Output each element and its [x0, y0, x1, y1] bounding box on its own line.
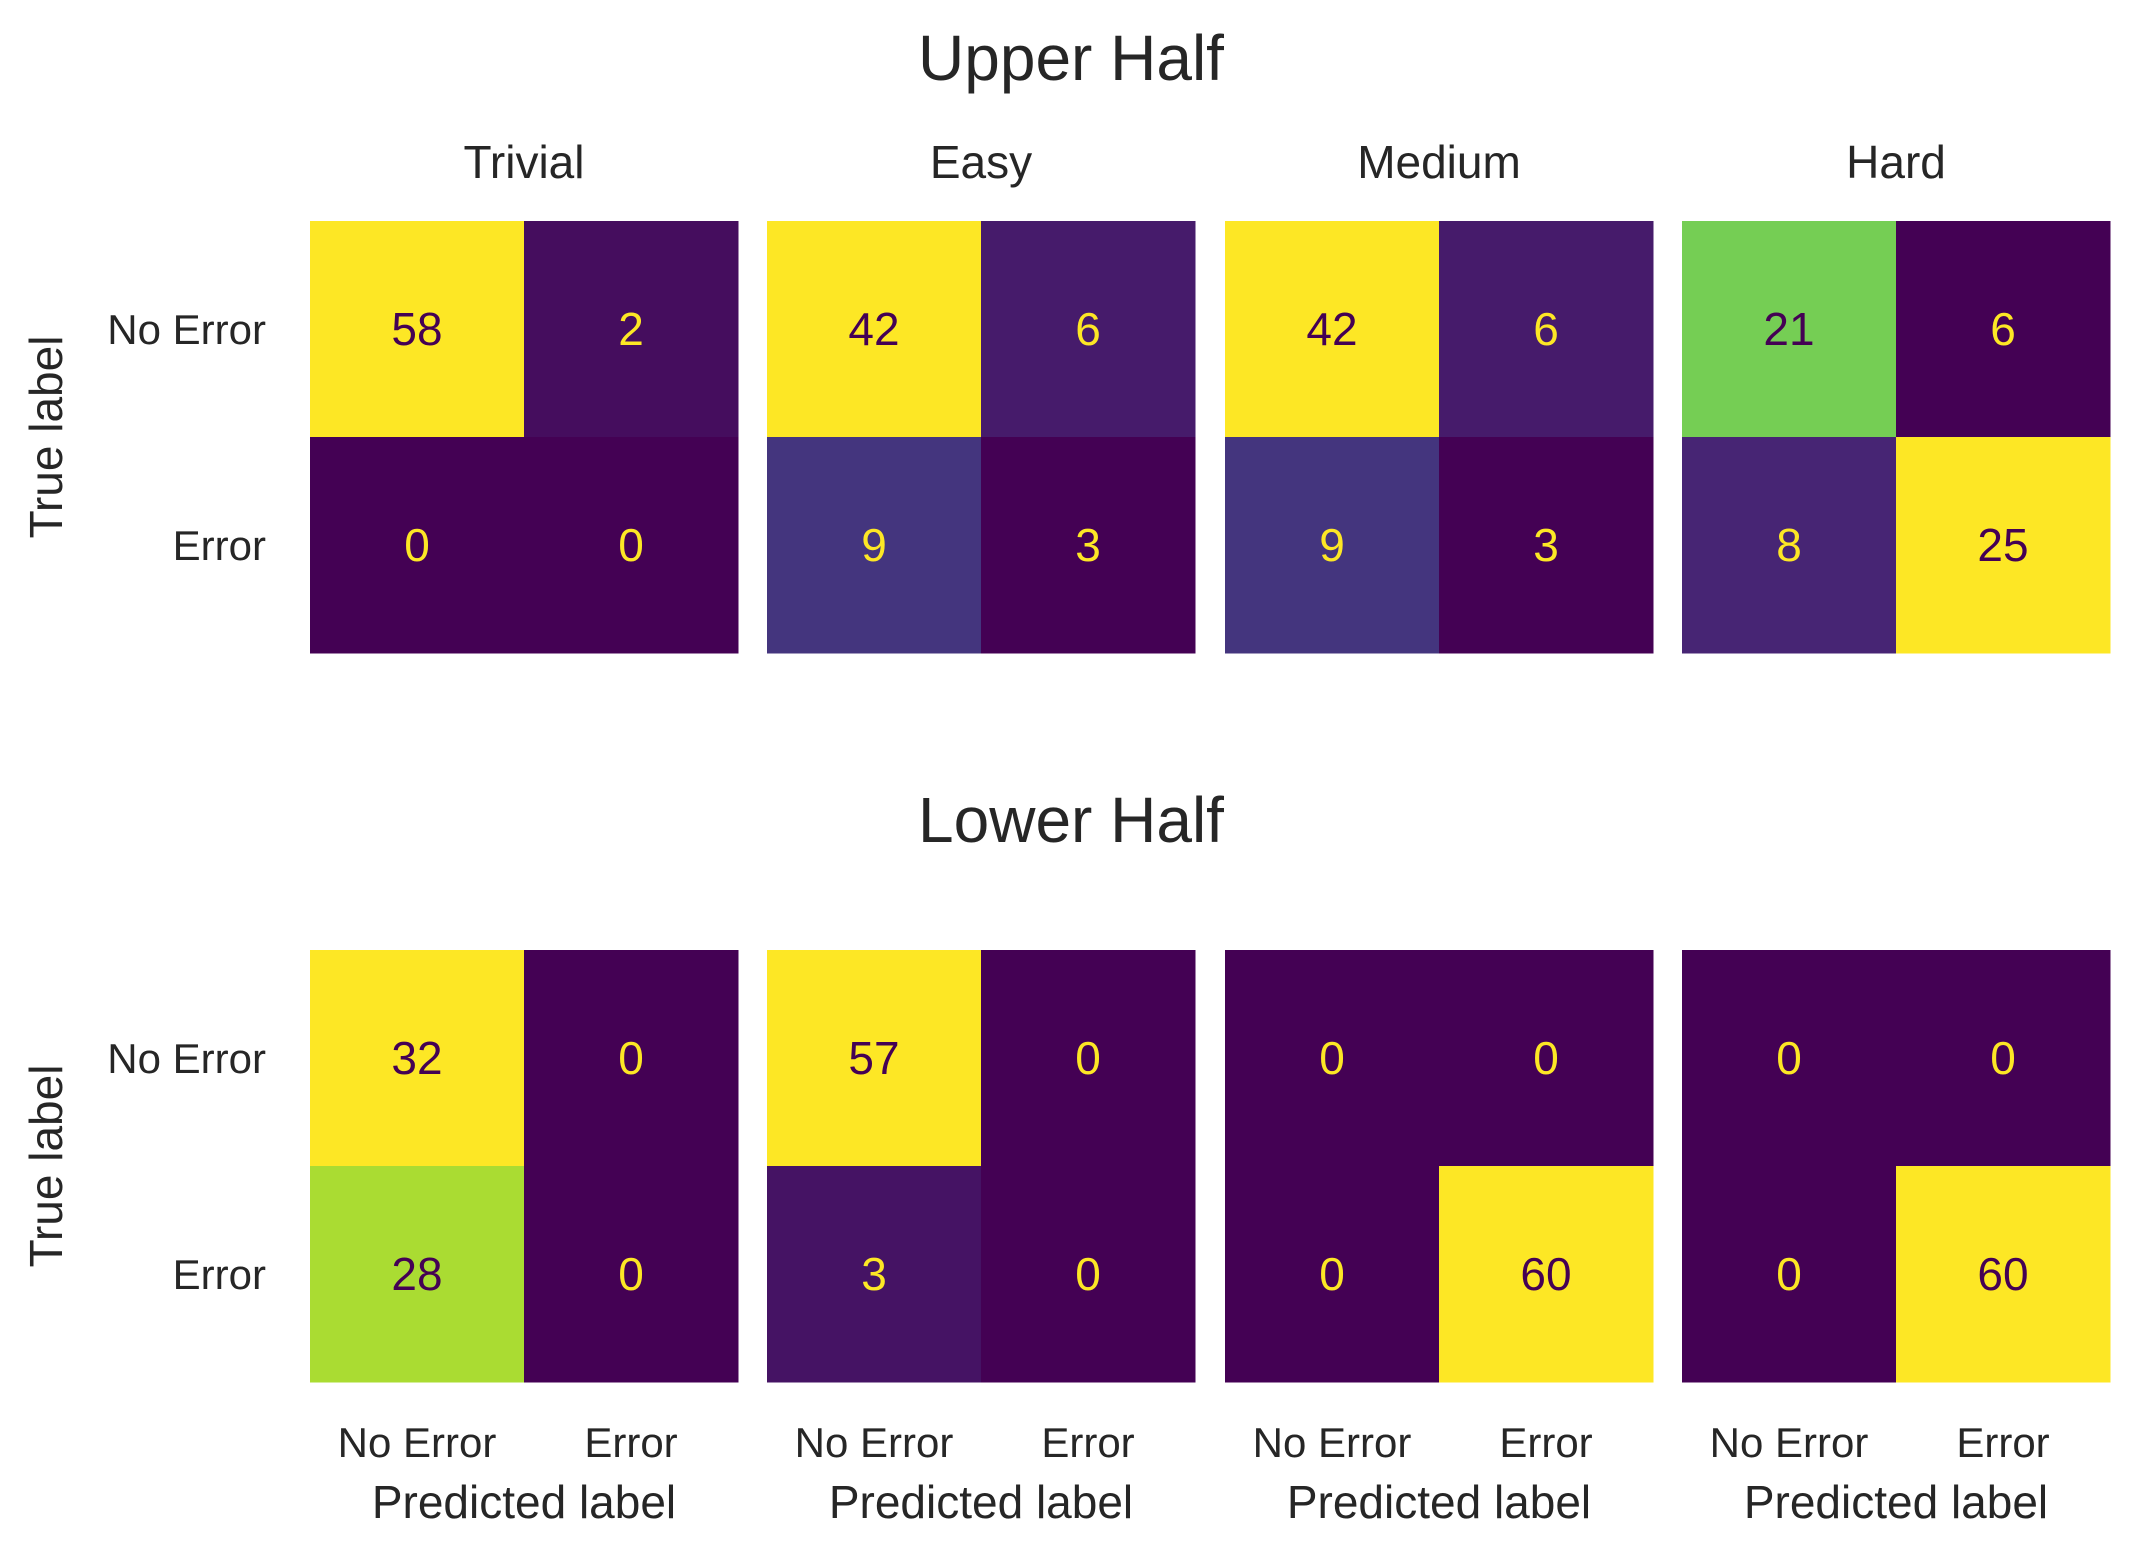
- matrix-title: Trivial: [464, 136, 585, 188]
- cell-value-label: 32: [391, 1032, 442, 1084]
- cell-value-label: 3: [1533, 519, 1559, 571]
- cell-value-label: 0: [618, 1248, 644, 1300]
- matrix-cell: [1225, 221, 1440, 438]
- x-tick-label: No Error: [338, 1419, 497, 1466]
- x-tick-label: Error: [1041, 1419, 1134, 1466]
- matrix-cell: [1682, 221, 1897, 438]
- matrix-cell: [1682, 1166, 1897, 1383]
- group-title: Upper Half: [918, 22, 1224, 94]
- y-axis-label: True label: [20, 1065, 72, 1268]
- cell-value-label: 9: [861, 519, 887, 571]
- matrix-cell: [1896, 950, 2111, 1167]
- x-tick-label: Error: [584, 1419, 677, 1466]
- group-title: Lower Half: [918, 784, 1224, 856]
- cell-value-label: 0: [1533, 1032, 1559, 1084]
- matrix-cell: [1896, 221, 2111, 438]
- cell-value-label: 0: [1075, 1248, 1101, 1300]
- matrix-cell: [981, 950, 1196, 1167]
- matrix-cell: [1439, 950, 1654, 1167]
- y-tick-label: No Error: [107, 306, 266, 353]
- matrix-cell: [981, 221, 1196, 438]
- matrix-cell: [310, 221, 525, 438]
- matrix-cell: [981, 437, 1196, 654]
- x-axis-label: Predicted label: [1744, 1476, 2048, 1528]
- matrix-cell: [310, 1166, 525, 1383]
- matrix-cell: [524, 1166, 739, 1383]
- cell-value-label: 0: [1776, 1248, 1802, 1300]
- matrix-cell: [1225, 437, 1440, 654]
- matrix-title: Medium: [1357, 136, 1521, 188]
- cell-value-label: 0: [404, 519, 430, 571]
- x-axis-label: Predicted label: [1287, 1476, 1591, 1528]
- cell-value-label: 6: [1990, 303, 2016, 355]
- cell-value-label: 42: [1306, 303, 1357, 355]
- matrix-cell: [1682, 437, 1897, 654]
- matrix-title: Easy: [930, 136, 1032, 188]
- cell-value-label: 0: [1319, 1032, 1345, 1084]
- matrix-cell: [1439, 437, 1654, 654]
- y-tick-label: Error: [173, 1251, 266, 1298]
- y-tick-label: Error: [173, 522, 266, 569]
- cell-value-label: 60: [1977, 1248, 2028, 1300]
- cell-value-label: 25: [1977, 519, 2028, 571]
- matrix-cell: [767, 1166, 982, 1383]
- matrix-cell: [1439, 1166, 1654, 1383]
- matrix-cell: [767, 437, 982, 654]
- matrix-cell: [767, 221, 982, 438]
- matrix-cell: [310, 437, 525, 654]
- cell-value-label: 2: [618, 303, 644, 355]
- matrix-cell: [524, 221, 739, 438]
- matrix-title: Hard: [1846, 136, 1946, 188]
- matrix-cell: [981, 1166, 1196, 1383]
- cell-value-label: 0: [1776, 1032, 1802, 1084]
- cell-value-label: 0: [1075, 1032, 1101, 1084]
- cell-value-label: 28: [391, 1248, 442, 1300]
- x-tick-label: No Error: [1253, 1419, 1412, 1466]
- x-tick-label: No Error: [795, 1419, 954, 1466]
- y-axis-label: True label: [20, 336, 72, 539]
- x-tick-label: No Error: [1710, 1419, 1869, 1466]
- cell-value-label: 60: [1520, 1248, 1571, 1300]
- cell-value-label: 8: [1776, 519, 1802, 571]
- matrix-cell: [767, 950, 982, 1167]
- cell-value-label: 57: [848, 1032, 899, 1084]
- matrix-cell: [524, 437, 739, 654]
- cell-value-label: 0: [618, 519, 644, 571]
- matrix-cell: [524, 950, 739, 1167]
- cell-value-label: 42: [848, 303, 899, 355]
- x-axis-label: Predicted label: [372, 1476, 676, 1528]
- matrix-cell: [1439, 221, 1654, 438]
- cell-value-label: 9: [1319, 519, 1345, 571]
- matrix-cell: [1896, 437, 2111, 654]
- matrix-cell: [1682, 950, 1897, 1167]
- cell-value-label: 0: [618, 1032, 644, 1084]
- cell-value-label: 58: [391, 303, 442, 355]
- matrix-cell: [1225, 1166, 1440, 1383]
- cell-value-label: 21: [1763, 303, 1814, 355]
- cell-value-label: 6: [1075, 303, 1101, 355]
- x-tick-label: Error: [1956, 1419, 2049, 1466]
- y-tick-label: No Error: [107, 1035, 266, 1082]
- x-axis-label: Predicted label: [829, 1476, 1133, 1528]
- cell-value-label: 3: [861, 1248, 887, 1300]
- cell-value-label: 6: [1533, 303, 1559, 355]
- cell-value-label: 3: [1075, 519, 1101, 571]
- matrix-cell: [1225, 950, 1440, 1167]
- matrix-cell: [1896, 1166, 2111, 1383]
- cell-value-label: 0: [1319, 1248, 1345, 1300]
- matrix-cell: [310, 950, 525, 1167]
- cell-value-label: 0: [1990, 1032, 2016, 1084]
- x-tick-label: Error: [1499, 1419, 1592, 1466]
